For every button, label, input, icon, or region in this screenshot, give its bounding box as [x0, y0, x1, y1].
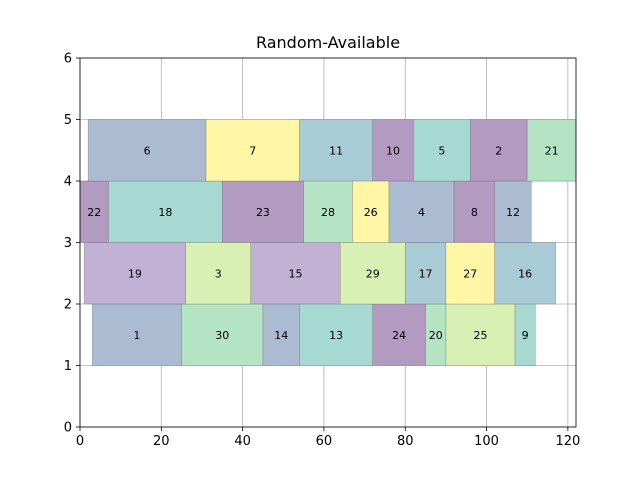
bar-block-8: [453, 180, 495, 243]
bar-block-7: [205, 119, 300, 182]
bar-block-14: [262, 303, 300, 366]
y-tick-label: 0: [64, 421, 72, 436]
bar-block-22: [79, 180, 109, 243]
bar-label-11: 11: [329, 144, 343, 157]
bar-label-25: 25: [473, 329, 487, 342]
bar-label-17: 17: [419, 267, 433, 280]
y-tick-label: 5: [64, 113, 72, 128]
chart-title: Random-Available: [256, 33, 400, 52]
bar-label-1: 1: [133, 329, 140, 342]
bar-label-23: 23: [256, 206, 270, 219]
bar-label-13: 13: [329, 329, 343, 342]
y-tick-label: 6: [64, 52, 72, 67]
bar-label-6: 6: [144, 144, 151, 157]
y-tick-label: 4: [64, 175, 72, 190]
x-tick-label: 100: [474, 434, 499, 449]
bar-label-12: 12: [506, 206, 520, 219]
bar-label-26: 26: [364, 206, 378, 219]
bar-label-14: 14: [274, 329, 288, 342]
bar-label-16: 16: [518, 267, 532, 280]
bar-label-7: 7: [249, 144, 256, 157]
bar-block-4: [388, 180, 455, 243]
bar-block-21: [526, 119, 577, 182]
bar-block-23: [222, 180, 304, 243]
bar-block-28: [303, 180, 353, 243]
bar-block-12: [494, 180, 532, 243]
bar-label-18: 18: [158, 206, 172, 219]
bar-label-27: 27: [463, 267, 477, 280]
bar-label-28: 28: [321, 206, 335, 219]
bar-label-10: 10: [386, 144, 400, 157]
bar-block-5: [413, 119, 471, 182]
x-tick-label: 20: [153, 434, 170, 449]
y-tick-label: 2: [64, 298, 72, 313]
bar-label-4: 4: [418, 206, 425, 219]
bar-label-3: 3: [215, 267, 222, 280]
bar-label-22: 22: [87, 206, 101, 219]
bar-block-6: [87, 119, 207, 182]
bar-block-16: [494, 242, 556, 305]
bar-block-27: [445, 242, 495, 305]
bar-block-25: [445, 303, 516, 366]
bar-label-15: 15: [288, 267, 302, 280]
bar-label-29: 29: [366, 267, 380, 280]
bar-block-26: [352, 180, 390, 243]
bar-label-2: 2: [495, 144, 502, 157]
x-tick-label: 60: [316, 434, 333, 449]
bar-label-21: 21: [545, 144, 559, 157]
bar-block-18: [108, 180, 223, 243]
bar-block-2: [470, 119, 528, 182]
bar-block-10: [372, 119, 414, 182]
bar-label-24: 24: [392, 329, 406, 342]
bar-block-15: [250, 242, 341, 305]
bar-label-19: 19: [128, 267, 142, 280]
bar-block-19: [83, 242, 186, 305]
x-tick-label: 0: [76, 434, 84, 449]
bar-label-5: 5: [438, 144, 445, 157]
bar-label-20: 20: [429, 329, 443, 342]
y-tick-label: 3: [64, 236, 72, 251]
bar-label-30: 30: [215, 329, 229, 342]
x-tick-label: 120: [555, 434, 580, 449]
bar-block-17: [404, 242, 447, 305]
bar-block-24: [372, 303, 426, 366]
bar-block-3: [185, 242, 252, 305]
y-tick-label: 1: [64, 359, 72, 374]
bar-label-8: 8: [471, 206, 478, 219]
bar-label-9: 9: [522, 329, 529, 342]
x-tick-label: 80: [397, 434, 414, 449]
bar-block-29: [339, 242, 406, 305]
x-tick-label: 40: [234, 434, 251, 449]
